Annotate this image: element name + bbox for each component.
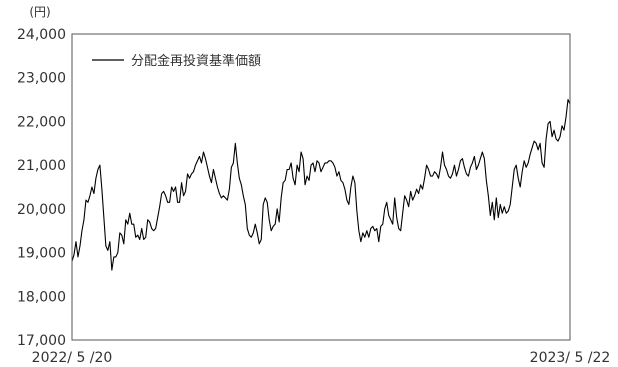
y-tick-label: 17,000	[17, 333, 66, 349]
y-unit-label: (円)	[29, 5, 50, 19]
legend-label: 分配金再投資基準価額	[131, 53, 261, 69]
y-tick-label: 23,000	[17, 71, 66, 87]
y-tick-label: 20,000	[17, 202, 66, 218]
y-tick-label: 24,000	[17, 27, 66, 43]
series-line	[71, 99, 571, 271]
y-tick-label: 19,000	[17, 246, 66, 262]
y-tick-label: 18,000	[17, 289, 66, 305]
y-tick-label: 21,000	[17, 158, 66, 174]
legend: 分配金再投資基準価額	[92, 53, 261, 69]
y-tick-label: 22,000	[17, 114, 66, 130]
plot-frame	[71, 33, 571, 341]
x-tick-end: 2023/ 5 /22	[530, 350, 611, 366]
y-axis-ticks: 24,000 23,000 22,000 21,000 20,000 19,000 18,0…	[17, 27, 66, 349]
x-tick-start: 2022/ 5 /20	[32, 350, 113, 366]
